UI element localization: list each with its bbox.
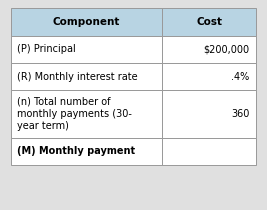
Bar bbox=[162, 63, 256, 90]
Text: (M) Monthly payment: (M) Monthly payment bbox=[17, 146, 135, 156]
Bar bbox=[11, 8, 162, 36]
Bar bbox=[11, 138, 162, 165]
Bar bbox=[162, 36, 256, 63]
Text: $200,000: $200,000 bbox=[203, 44, 250, 54]
Bar bbox=[11, 63, 162, 90]
Text: (P) Principal: (P) Principal bbox=[17, 44, 76, 54]
Bar bbox=[162, 90, 256, 138]
Bar bbox=[11, 90, 162, 138]
Text: 360: 360 bbox=[231, 109, 250, 119]
Bar bbox=[11, 36, 162, 63]
Bar bbox=[162, 8, 256, 36]
Bar bbox=[162, 138, 256, 165]
Text: .4%: .4% bbox=[231, 72, 250, 82]
Text: (n) Total number of
monthly payments (30-
year term): (n) Total number of monthly payments (30… bbox=[17, 97, 132, 131]
Text: Component: Component bbox=[53, 17, 120, 27]
Text: Cost: Cost bbox=[196, 17, 222, 27]
Text: (R) Monthly interest rate: (R) Monthly interest rate bbox=[17, 72, 138, 82]
